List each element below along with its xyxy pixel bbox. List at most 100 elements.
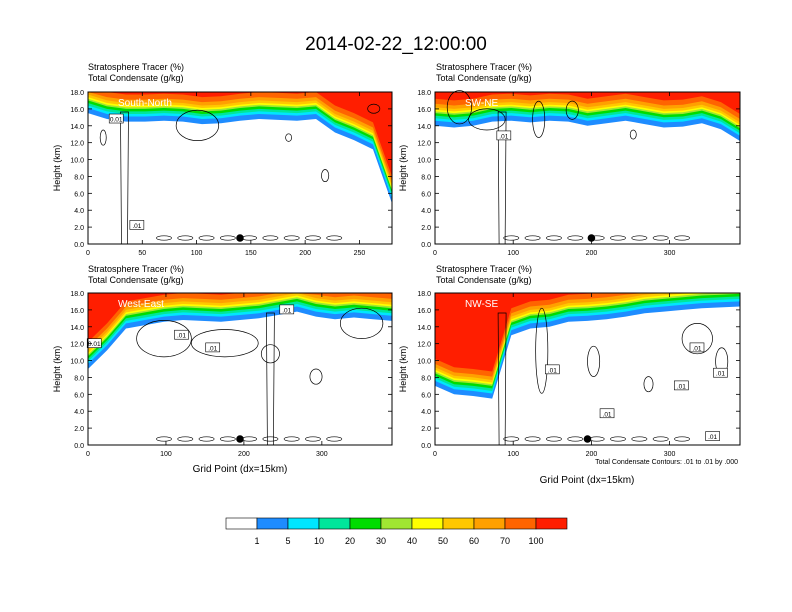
contour-label-box	[674, 380, 689, 391]
colorbar-swatch	[256, 517, 289, 530]
y-tick-label: 18.0	[417, 291, 431, 298]
x-tick-label: 300	[664, 451, 676, 458]
y-tick-label: 6.0	[421, 191, 431, 198]
condensate-contour	[587, 345, 601, 377]
contour-label-box	[545, 364, 560, 375]
tracer-band-10	[88, 92, 392, 177]
plot-frame	[434, 292, 741, 446]
condensate-contour	[260, 344, 280, 364]
colorbar-label: 40	[407, 536, 417, 546]
y-tick-label: 8.0	[74, 174, 84, 181]
condensate-contour	[535, 307, 549, 394]
x-tick-label: 0	[433, 250, 437, 257]
y-tick-label: 12.0	[70, 342, 84, 349]
contour-label-box	[108, 113, 124, 124]
condensate-contour	[219, 436, 236, 442]
condensate-contour	[326, 436, 343, 442]
condensate-contour	[567, 235, 584, 241]
contour-label-box	[205, 342, 221, 353]
condensate-contour	[652, 235, 669, 241]
panel-south-north: Stratosphere Tracer (%) Total Condensate…	[52, 62, 393, 257]
contour-label: 0.01	[88, 341, 101, 348]
contour-label-box	[496, 130, 512, 141]
y-tick-label: 8.0	[421, 375, 431, 382]
y-tick-label: 14.0	[417, 325, 431, 332]
panel-title-condensate: Total Condensate (g/kg)	[88, 73, 184, 83]
y-axis-label: Height (km)	[52, 346, 62, 393]
y-tick-label: 2.0	[74, 225, 84, 232]
y-tick-label: 12.0	[70, 141, 84, 148]
tracer-band-10	[435, 92, 740, 114]
contour-label: .01	[282, 307, 291, 314]
panel-title-condensate: Total Condensate (g/kg)	[436, 73, 532, 83]
y-tick-label: 10.0	[417, 158, 431, 165]
condensate-contour	[674, 436, 690, 442]
tracer-band-8	[435, 293, 740, 380]
condensate-contour	[283, 436, 300, 442]
contour-label: .01	[132, 223, 141, 230]
y-tick-label: 12.0	[417, 141, 431, 148]
plot-frame	[434, 91, 741, 245]
colorbar-label: 10	[314, 536, 324, 546]
condensate-contour	[565, 100, 579, 120]
page-title: 2014-02-22_12:00:00	[305, 34, 487, 55]
y-tick-label: 16.0	[70, 107, 84, 114]
contour-label: .01	[548, 367, 557, 374]
contour-label: .01	[692, 345, 701, 352]
y-tick-label: 6.0	[74, 191, 84, 198]
condensate-contour	[156, 436, 172, 442]
condensate-contour	[631, 436, 648, 442]
contour-label: .01	[499, 133, 508, 140]
condensate-contour	[524, 436, 541, 442]
y-tick-label: 4.0	[421, 409, 431, 416]
y-tick-label: 0.0	[74, 242, 84, 249]
y-tick-label: 8.0	[421, 174, 431, 181]
condensate-contour	[198, 436, 215, 442]
colorbar-swatch	[380, 517, 413, 530]
x-tick-label: 50	[138, 250, 146, 257]
condensate-contour	[610, 235, 626, 241]
colorbar-label: 20	[345, 536, 355, 546]
condensate-contour	[546, 436, 562, 442]
contour-label: .01	[177, 333, 186, 340]
y-tick-label: 18.0	[417, 90, 431, 97]
panel-label: West-East	[118, 299, 164, 310]
condensate-contour	[503, 235, 520, 241]
condensate-contour	[321, 169, 330, 183]
contour-label: .01	[603, 411, 612, 418]
tracer-band-4	[88, 293, 392, 359]
condensate-contour	[266, 312, 275, 446]
condensate-contour	[681, 323, 713, 355]
colorbar-label: 100	[528, 536, 543, 546]
panel-title-tracer: Stratosphere Tracer (%)	[436, 264, 532, 274]
condensate-contour	[567, 436, 584, 442]
condensate-contour	[497, 111, 507, 245]
condensate-contour	[262, 436, 279, 442]
condensate-contour	[136, 320, 192, 358]
x-tick-label: 300	[664, 250, 676, 257]
colorbar-swatch	[504, 517, 537, 530]
condensate-contour	[175, 109, 220, 141]
contour-label-box	[713, 367, 728, 378]
panel-west-east: Stratosphere Tracer (%) Total Condensate…	[52, 264, 393, 475]
condensate-contour	[191, 329, 259, 358]
condensate-contour	[610, 436, 626, 442]
y-tick-label: 16.0	[417, 107, 431, 114]
x-tick-label: 150	[245, 250, 257, 257]
y-tick-label: 12.0	[417, 342, 431, 349]
x-tick-label: 200	[586, 250, 598, 257]
x-axis-label: Grid Point (dx=15km)	[193, 464, 288, 475]
x-tick-label: 100	[507, 451, 519, 458]
plot-frame	[87, 91, 393, 245]
condensate-contour	[156, 235, 172, 241]
x-tick-label: 100	[160, 451, 172, 458]
contour-label-box	[129, 220, 145, 230]
location-marker	[236, 435, 244, 443]
condensate-contour	[198, 235, 215, 241]
panel-title-condensate: Total Condensate (g/kg)	[436, 275, 532, 285]
colorbar: 1 5 10 20 30 40 50 60 70 100	[225, 517, 568, 546]
contour-label-box	[599, 408, 615, 419]
contour-label-box	[174, 329, 189, 340]
condensate-contour	[305, 235, 321, 241]
condensate-contour	[446, 90, 472, 125]
